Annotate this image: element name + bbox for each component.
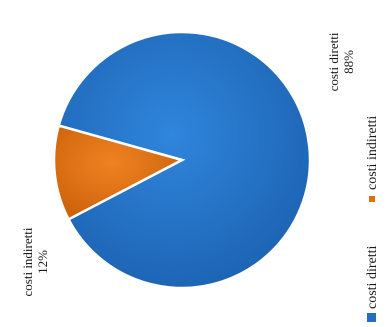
pie-slice-costi-indiretti bbox=[52, 124, 186, 221]
legend-swatch-costi-diretti bbox=[367, 313, 376, 322]
legend-label-costi-diretti: costi diretti bbox=[365, 246, 380, 309]
legend-label-costi-indiretti: costi indiretti bbox=[365, 116, 380, 190]
slice-pct-costi-indiretti: 12% bbox=[35, 250, 50, 274]
legend-swatch-costi-indiretti bbox=[369, 196, 375, 202]
legend: costi diretti costi indiretti bbox=[365, 116, 380, 322]
slice-pct-costi-diretti: 88% bbox=[341, 50, 356, 74]
slice-label-costi-indiretti: costi indiretti bbox=[20, 227, 35, 296]
slice-label-costi-diretti: costi diretti bbox=[326, 32, 341, 91]
